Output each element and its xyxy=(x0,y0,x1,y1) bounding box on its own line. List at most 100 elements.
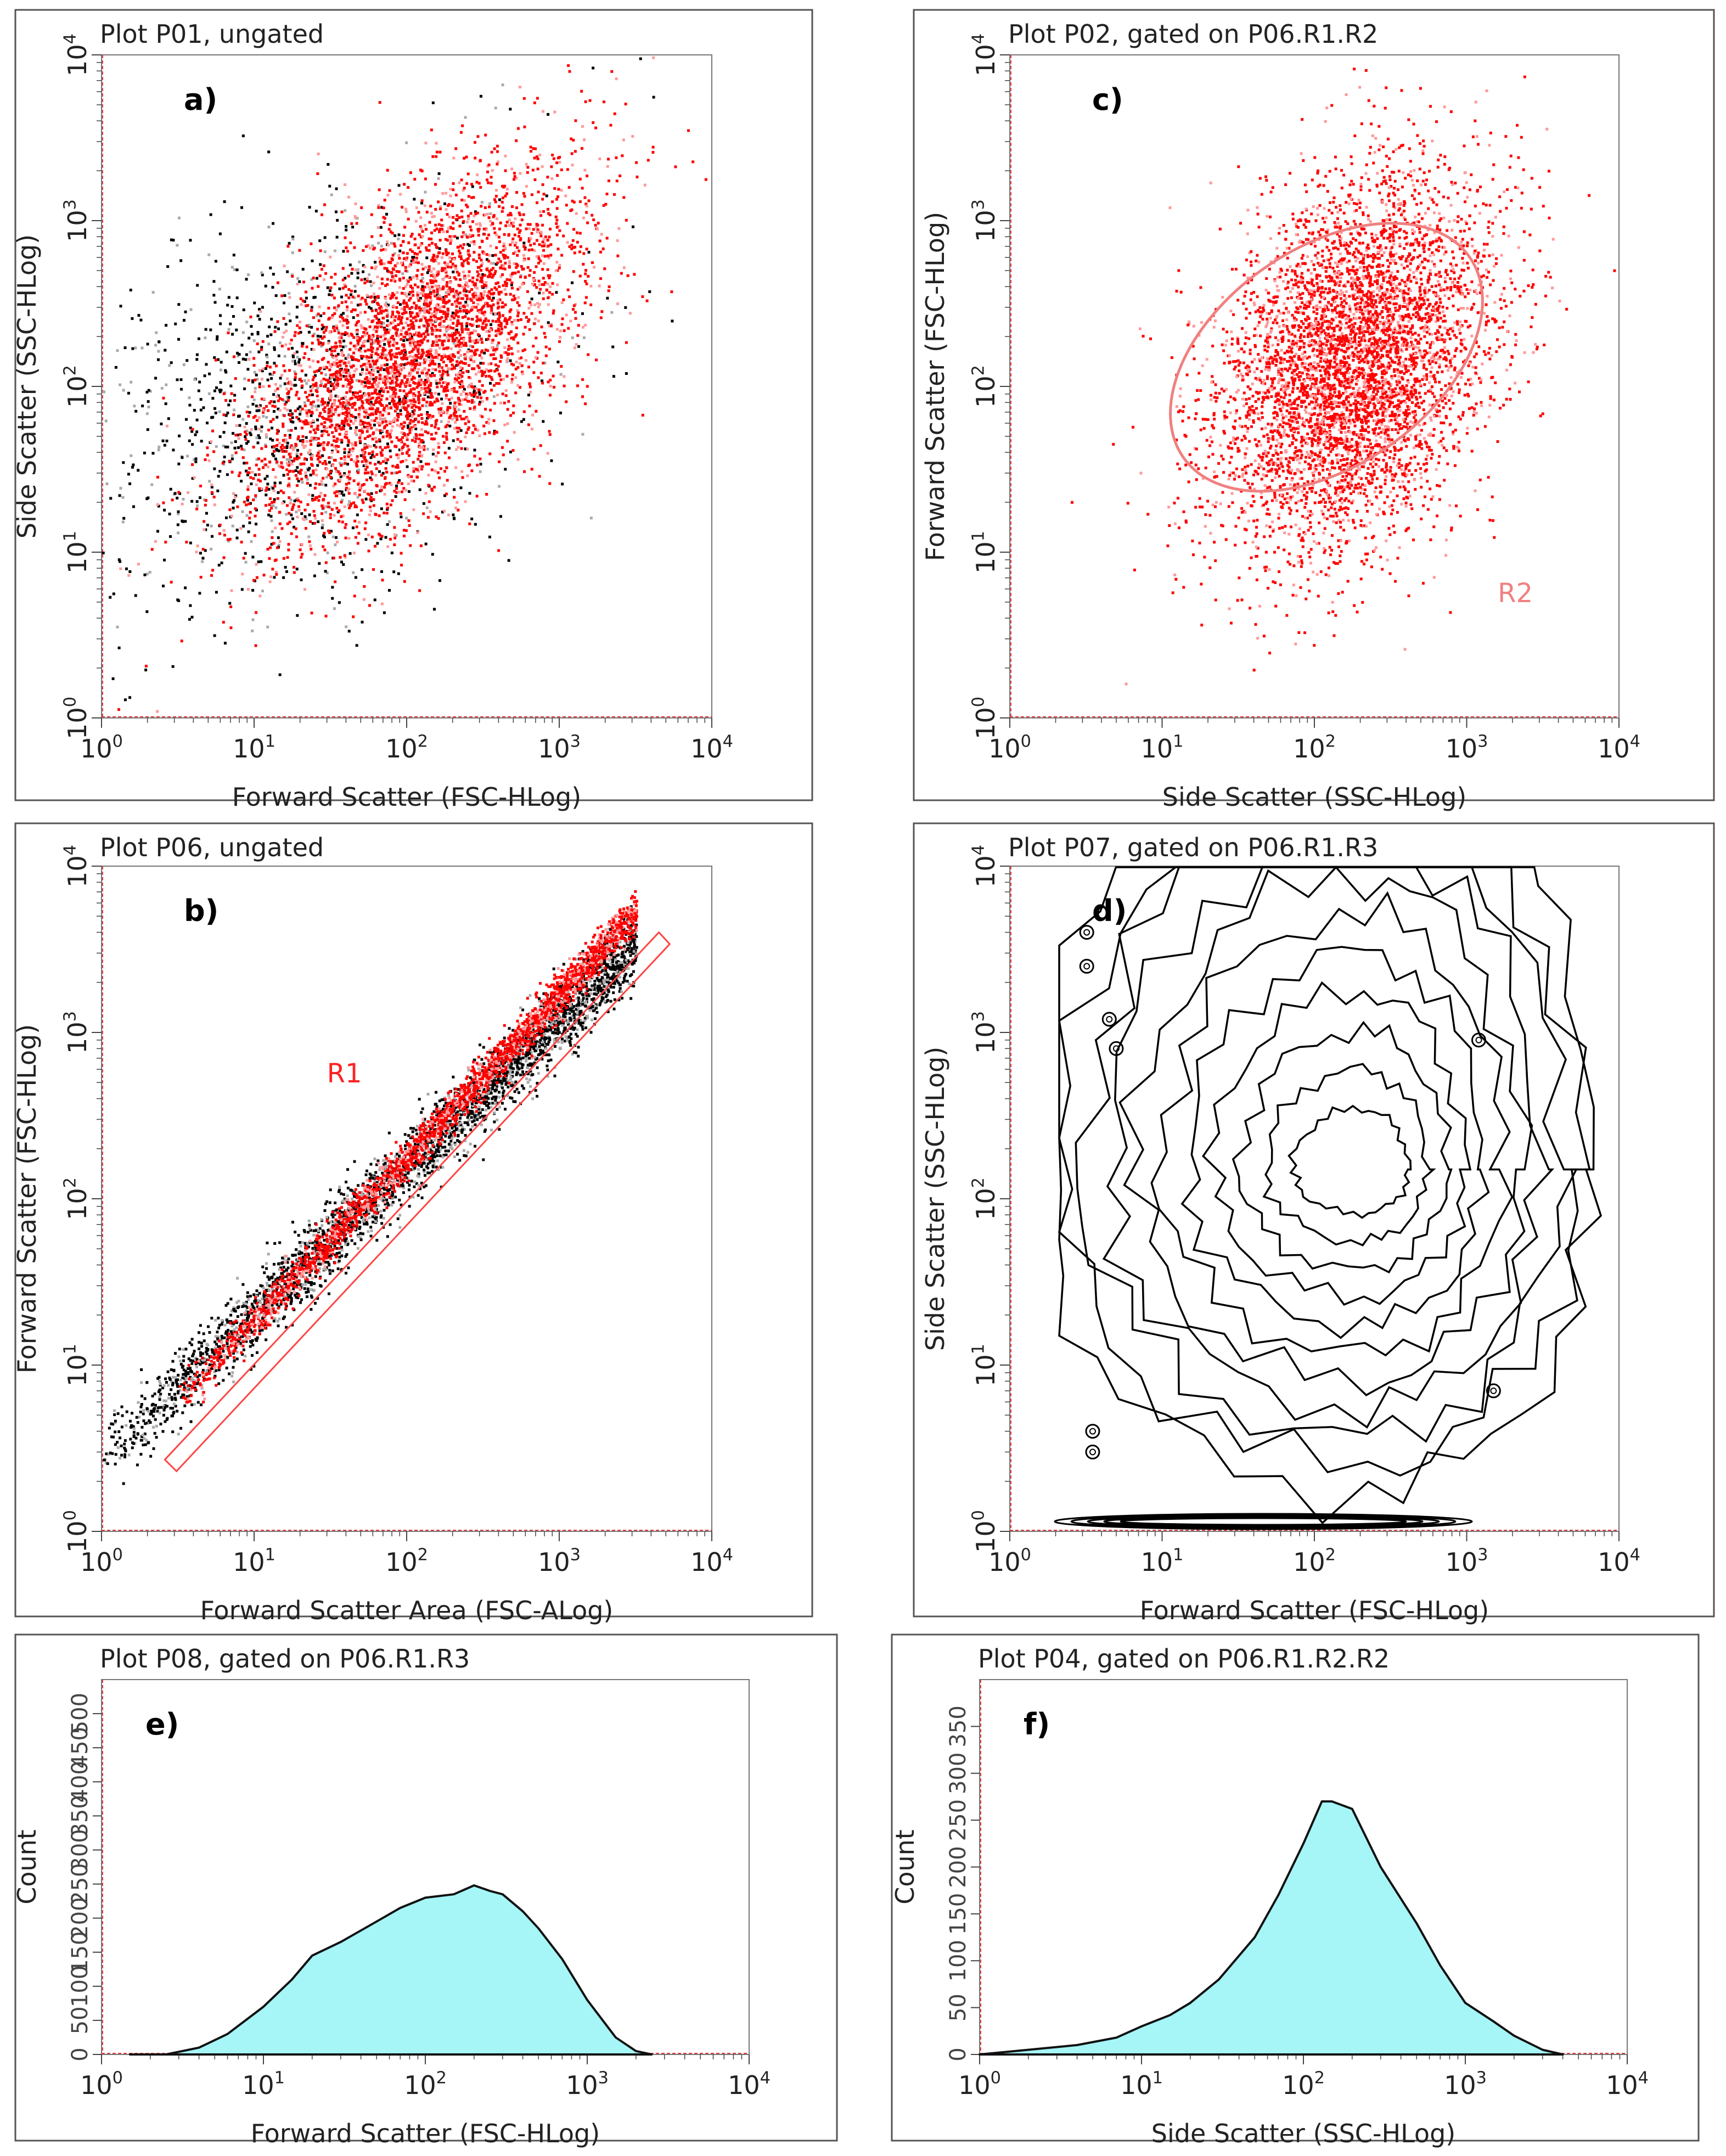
data-point xyxy=(158,445,161,448)
data-point xyxy=(316,328,319,331)
data-point xyxy=(322,534,325,537)
data-point xyxy=(497,364,500,368)
data-point xyxy=(276,497,279,500)
data-point xyxy=(583,169,587,172)
data-point xyxy=(489,212,492,215)
data-point xyxy=(395,384,398,388)
data-point xyxy=(329,380,332,384)
data-point xyxy=(544,235,547,239)
data-point xyxy=(438,247,441,250)
data-point xyxy=(417,356,420,359)
data-point xyxy=(453,341,456,345)
data-point xyxy=(396,371,399,374)
data-point xyxy=(238,414,241,418)
data-point xyxy=(486,268,489,272)
data-point xyxy=(141,405,144,408)
data-point xyxy=(286,556,289,559)
data-point xyxy=(454,312,457,315)
data-point xyxy=(363,381,367,384)
data-point xyxy=(465,416,468,419)
data-point xyxy=(447,336,451,340)
data-point xyxy=(522,245,526,248)
data-point xyxy=(222,621,225,624)
data-point xyxy=(156,530,159,533)
data-point xyxy=(490,376,493,379)
data-point xyxy=(481,400,484,403)
data-point xyxy=(313,486,317,490)
data-point xyxy=(321,504,324,508)
data-point xyxy=(376,276,379,279)
data-point xyxy=(508,262,511,265)
data-point xyxy=(425,330,428,333)
data-point xyxy=(434,312,437,315)
data-point xyxy=(194,457,198,461)
data-point xyxy=(285,329,288,333)
data-point xyxy=(219,381,222,384)
data-point xyxy=(511,449,515,452)
data-point xyxy=(252,416,255,419)
data-point xyxy=(473,394,476,397)
data-point xyxy=(345,371,348,374)
data-point xyxy=(347,296,351,300)
data-point xyxy=(398,425,402,428)
data-point xyxy=(379,310,383,313)
data-point xyxy=(243,448,246,452)
data-point xyxy=(320,400,323,403)
data-point xyxy=(339,364,342,367)
plot-title: Plot P01, ungated xyxy=(100,19,324,49)
data-point xyxy=(247,273,250,277)
data-point xyxy=(440,355,443,358)
data-point xyxy=(268,503,271,506)
data-point xyxy=(298,405,301,408)
data-point xyxy=(328,396,331,400)
data-point xyxy=(350,310,353,313)
data-point xyxy=(431,356,434,360)
data-point xyxy=(311,412,314,415)
data-point xyxy=(671,319,674,323)
data-point xyxy=(336,450,340,453)
data-point xyxy=(578,177,582,181)
data-point xyxy=(354,202,357,205)
data-point xyxy=(386,169,389,172)
data-point xyxy=(436,288,439,291)
data-point xyxy=(445,249,448,252)
data-point xyxy=(330,363,334,366)
data-point xyxy=(442,347,446,351)
data-point xyxy=(296,448,299,452)
data-point xyxy=(363,334,367,337)
data-point xyxy=(333,439,336,442)
data-point xyxy=(531,428,534,431)
data-point xyxy=(437,427,440,430)
data-point xyxy=(163,558,166,562)
data-point xyxy=(346,408,349,412)
data-point xyxy=(466,350,469,353)
data-point xyxy=(425,302,428,306)
data-point xyxy=(462,189,465,192)
data-point xyxy=(434,243,437,246)
data-point xyxy=(286,377,289,380)
data-point xyxy=(475,260,478,263)
data-point xyxy=(512,252,515,255)
data-point xyxy=(505,374,509,378)
data-point xyxy=(363,416,367,419)
data-point xyxy=(393,471,397,475)
data-point xyxy=(375,428,378,431)
data-point xyxy=(426,271,429,274)
data-point xyxy=(458,224,462,228)
data-point xyxy=(204,328,207,331)
data-point xyxy=(373,293,376,296)
data-point xyxy=(474,341,477,345)
data-point xyxy=(529,390,532,394)
data-point xyxy=(429,416,432,419)
data-point xyxy=(416,468,419,471)
data-point xyxy=(376,370,380,373)
data-point xyxy=(494,329,498,333)
data-point xyxy=(426,378,429,381)
data-point xyxy=(321,343,324,346)
data-point xyxy=(245,503,248,507)
data-point xyxy=(489,353,492,357)
data-point xyxy=(229,322,232,325)
data-point xyxy=(343,458,346,462)
data-point xyxy=(170,361,173,364)
data-point xyxy=(423,358,426,361)
